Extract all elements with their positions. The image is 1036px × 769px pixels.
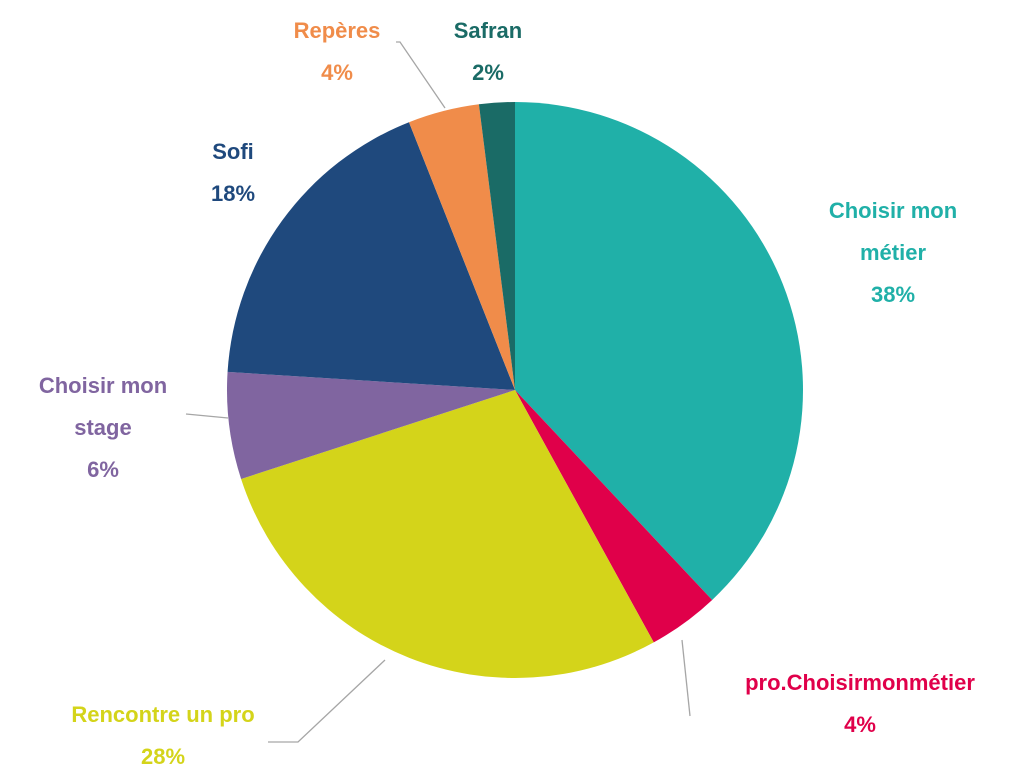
label-line: pro.Choisirmonmétier — [745, 670, 975, 695]
value-label: 38% — [871, 282, 915, 307]
label-line: Choisir mon — [39, 373, 167, 398]
slice — [515, 390, 713, 643]
slice-label: Choisir mon stage — [39, 373, 167, 440]
label-line: Safran — [454, 18, 522, 43]
label-line: Sofi — [212, 139, 254, 164]
slice-label: Rencontre un pro — [71, 702, 254, 727]
leader-line — [268, 659, 386, 743]
leader-line — [681, 639, 691, 717]
pie — [226, 102, 803, 678]
labels: Choisir mon métier 38% pro.Choisirmonmétier… — [39, 18, 976, 769]
slice — [226, 371, 515, 479]
label-line: Rencontre un pro — [71, 702, 254, 727]
value-label: 28% — [141, 744, 185, 769]
slice — [478, 102, 515, 390]
leader-line — [396, 41, 446, 109]
leader-line — [185, 413, 229, 419]
value-label: 4% — [321, 60, 353, 85]
slice — [227, 122, 515, 391]
value-label: 4% — [844, 712, 876, 737]
label-line: Choisir mon — [829, 198, 957, 223]
slice — [408, 104, 515, 390]
label-line: métier — [860, 240, 926, 265]
slice-label: Choisir mon métier — [829, 198, 957, 265]
slice — [241, 390, 654, 678]
value-label: 18% — [211, 181, 255, 206]
slice-label: Safran — [454, 18, 522, 43]
slice-label: Repères — [294, 18, 381, 43]
label-line: Repères — [294, 18, 381, 43]
value-label: 2% — [472, 60, 504, 85]
slice-label: pro.Choisirmonmétier — [745, 670, 975, 695]
slice-label: Sofi — [212, 139, 254, 164]
value-label: 6% — [87, 457, 119, 482]
slice — [515, 102, 803, 600]
label-line: stage — [74, 415, 131, 440]
